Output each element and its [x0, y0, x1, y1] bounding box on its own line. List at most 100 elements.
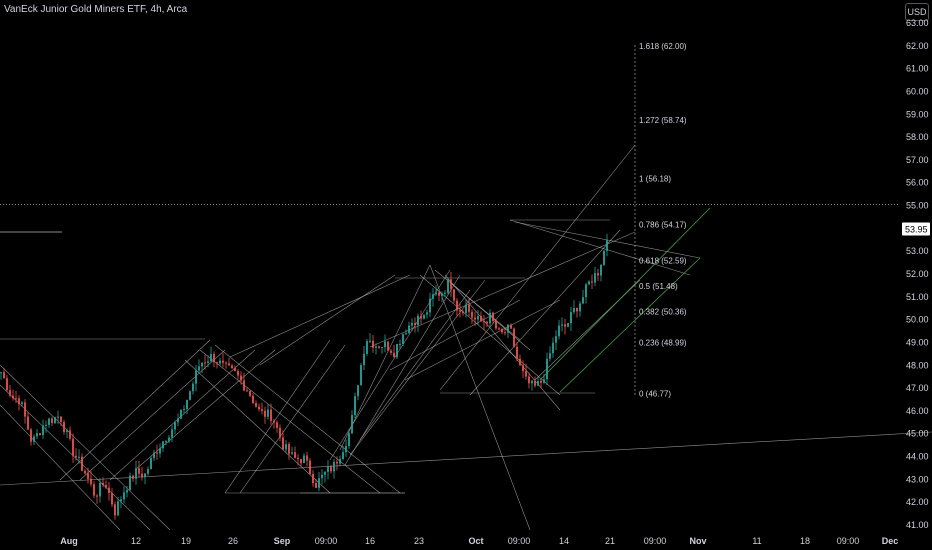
candle-body-11 — [33, 436, 35, 442]
candle-body-75 — [225, 362, 227, 364]
x-tick-label-7: 23 — [414, 536, 424, 546]
candle-body-76 — [228, 363, 230, 366]
candle-body-78 — [234, 368, 236, 372]
candle-body-169 — [507, 324, 509, 333]
candle-body-56 — [168, 437, 170, 442]
candle-body-156 — [468, 304, 470, 312]
candle-body-72 — [216, 362, 218, 364]
candle-body-154 — [462, 311, 464, 314]
candle-body-141 — [423, 314, 425, 319]
candle-body-49 — [147, 469, 149, 474]
candle-body-71 — [213, 353, 215, 363]
candle-body-192 — [576, 307, 578, 312]
candle-body-25 — [75, 455, 77, 458]
trend-line-16 — [229, 274, 411, 358]
x-tick-label-16: 09:00 — [837, 536, 860, 546]
candle-body-60 — [180, 409, 182, 419]
candle-body-188 — [564, 324, 566, 327]
trend-line-30 — [389, 299, 521, 371]
x-tick-label-8: Oct — [468, 536, 483, 546]
x-tick-label-2: 19 — [181, 536, 191, 546]
candle-body-1 — [3, 372, 5, 379]
candle-body-62 — [186, 399, 188, 410]
candle-body-40 — [120, 499, 122, 502]
candle-body-171 — [513, 328, 515, 347]
x-tick-label-4: Sep — [274, 536, 291, 546]
x-tick-label-11: 21 — [605, 536, 615, 546]
currency-button[interactable]: USD — [905, 3, 929, 21]
trend-line-7 — [134, 349, 276, 471]
candle-body-65 — [195, 370, 197, 384]
candle-body-178 — [534, 380, 536, 386]
candle-body-102 — [306, 455, 308, 461]
candle-body-174 — [522, 365, 524, 372]
candle-body-94 — [282, 437, 284, 450]
fib-label-2: 1 (56.18) — [639, 175, 671, 184]
candle-body-91 — [273, 420, 275, 423]
candle-body-107 — [321, 474, 323, 479]
trend-line-29 — [349, 279, 486, 456]
current-price-label: 53.95 — [905, 225, 928, 235]
candle-body-113 — [339, 458, 341, 464]
candle-body-167 — [501, 329, 503, 333]
trend-line-32 — [429, 264, 531, 531]
candle-body-77 — [231, 365, 233, 369]
candle-body-34 — [102, 482, 104, 486]
trend-line-23 — [419, 274, 561, 396]
x-tick-label-15: 18 — [800, 536, 810, 546]
candle-body-13 — [39, 433, 41, 436]
candle-body-104 — [312, 474, 314, 484]
y-tick-label-13: 50.00 — [906, 315, 929, 325]
candle-body-31 — [93, 484, 95, 496]
candle-body-103 — [309, 460, 311, 475]
candle-body-155 — [465, 304, 467, 314]
candle-body-138 — [414, 322, 416, 326]
candle-body-183 — [549, 353, 551, 359]
candle-body-175 — [525, 371, 527, 377]
candle-body-197 — [591, 281, 593, 283]
candle-body-33 — [99, 482, 101, 497]
candle-body-52 — [156, 452, 158, 454]
candle-body-57 — [171, 429, 173, 438]
candle-body-38 — [114, 504, 116, 516]
candle-body-165 — [495, 320, 497, 329]
candle-body-133 — [399, 343, 401, 345]
chart-title: VanEck Junior Gold Miners ETF, 4h, Arca — [4, 4, 188, 15]
candle-body-189 — [567, 323, 569, 327]
candle-body-3 — [9, 390, 11, 396]
candle-body-202 — [606, 240, 608, 251]
candle-body-63 — [189, 391, 191, 400]
y-tick-label-11: 52.00 — [906, 269, 929, 279]
candle-body-110 — [330, 466, 332, 472]
candle-body-95 — [285, 444, 287, 450]
candle-body-157 — [471, 311, 473, 318]
trend-line-17 — [259, 274, 396, 366]
candle-body-114 — [342, 452, 344, 459]
x-tick-label-13: Nov — [689, 536, 706, 546]
trend-line-4 — [59, 339, 211, 481]
candle-body-106 — [318, 478, 320, 488]
y-tick-label-18: 45.00 — [906, 429, 929, 439]
candle-body-66 — [198, 366, 200, 371]
candle-body-131 — [393, 352, 395, 358]
candle-body-0 — [0, 372, 2, 374]
candle-body-16 — [48, 418, 50, 425]
y-tick-label-16: 47.00 — [906, 383, 929, 393]
candle-body-2 — [6, 378, 8, 391]
candle-body-105 — [315, 483, 317, 488]
candle-body-15 — [45, 424, 47, 426]
candle-body-152 — [456, 300, 458, 311]
candle-body-149 — [447, 279, 449, 293]
candle-body-150 — [450, 279, 452, 290]
candle-body-179 — [537, 380, 539, 386]
candle-body-125 — [375, 346, 377, 348]
candle-body-195 — [585, 284, 587, 298]
candle-body-142 — [426, 312, 428, 315]
candle-body-111 — [333, 461, 335, 472]
candle-body-32 — [96, 495, 98, 497]
candle-body-101 — [303, 455, 305, 464]
candle-body-148 — [444, 292, 446, 294]
x-tick-label-10: 14 — [559, 536, 569, 546]
candle-body-85 — [255, 403, 257, 407]
